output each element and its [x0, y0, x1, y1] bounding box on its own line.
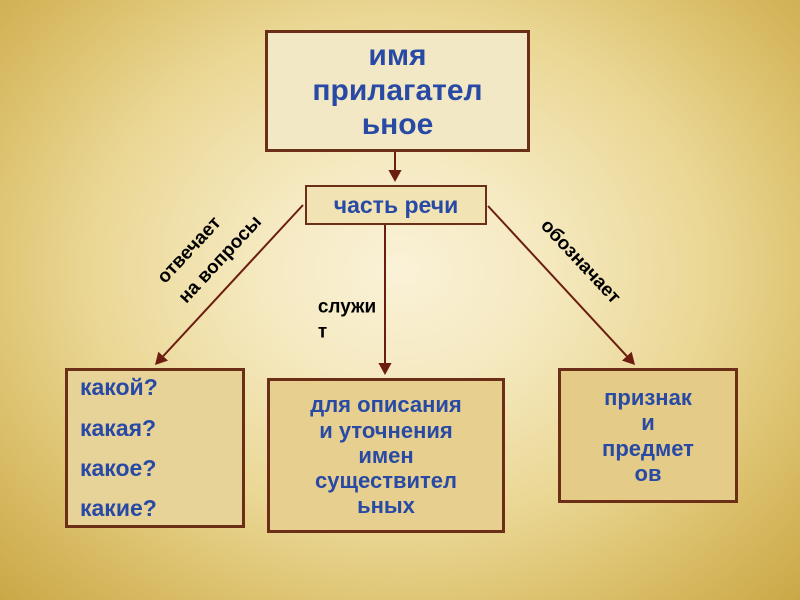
node-left-line: какие? — [80, 495, 157, 521]
node-right-line: и — [641, 410, 655, 435]
node-center-line: имен — [358, 443, 413, 468]
edge-label-den-line: обозначает — [535, 215, 624, 308]
node-top: имяприлагательное — [265, 30, 530, 152]
node-center: для описанияи уточненияименсуществительн… — [267, 378, 505, 533]
node-left-line: какое? — [80, 455, 156, 481]
node-left: какой? какая? какое? какие? — [65, 368, 245, 528]
node-center-line: ьных — [357, 493, 415, 518]
node-right-line: ов — [635, 461, 662, 486]
node-mid: часть речи — [305, 185, 487, 225]
node-left-line: какой? — [80, 374, 158, 400]
edge-label-ans: отвечаетна вопросы — [153, 192, 266, 308]
node-left-line: какая? — [80, 415, 156, 441]
node-top-line: ьное — [362, 108, 434, 143]
node-center-line: существител — [315, 468, 457, 493]
edge-label-den: обозначает — [535, 215, 624, 308]
edge-label-serv-line: т — [318, 322, 376, 344]
node-right: признакипредметов — [558, 368, 738, 503]
node-top-line: имя — [368, 39, 426, 74]
node-center-line: и уточнения — [319, 418, 452, 443]
edge-label-serv: служи т — [318, 297, 376, 344]
edge-label-serv-line: служи — [318, 297, 376, 319]
node-right-line: признак — [604, 385, 692, 410]
node-center-line: для описания — [310, 392, 462, 417]
node-right-line: предмет — [602, 436, 694, 461]
node-top-line: прилагател — [312, 74, 482, 109]
node-mid-line: часть речи — [334, 192, 459, 218]
